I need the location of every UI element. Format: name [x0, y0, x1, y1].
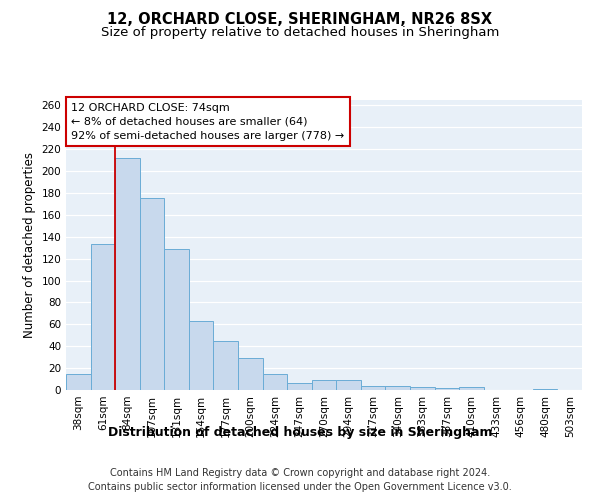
- Bar: [263, 374, 287, 390]
- Bar: [189, 321, 214, 390]
- Y-axis label: Number of detached properties: Number of detached properties: [23, 152, 36, 338]
- Text: Distribution of detached houses by size in Sheringham: Distribution of detached houses by size …: [108, 426, 492, 439]
- Bar: [361, 386, 385, 390]
- Bar: [336, 380, 361, 390]
- Bar: [115, 158, 140, 390]
- Text: 12, ORCHARD CLOSE, SHERINGHAM, NR26 8SX: 12, ORCHARD CLOSE, SHERINGHAM, NR26 8SX: [107, 12, 493, 28]
- Bar: [164, 249, 189, 390]
- Bar: [533, 389, 557, 390]
- Bar: [434, 388, 459, 390]
- Text: Size of property relative to detached houses in Sheringham: Size of property relative to detached ho…: [101, 26, 499, 39]
- Bar: [66, 374, 91, 390]
- Bar: [91, 244, 115, 390]
- Bar: [140, 198, 164, 390]
- Bar: [214, 341, 238, 390]
- Text: Contains HM Land Registry data © Crown copyright and database right 2024.: Contains HM Land Registry data © Crown c…: [110, 468, 490, 477]
- Text: 12 ORCHARD CLOSE: 74sqm
← 8% of detached houses are smaller (64)
92% of semi-det: 12 ORCHARD CLOSE: 74sqm ← 8% of detached…: [71, 103, 344, 141]
- Bar: [287, 384, 312, 390]
- Bar: [385, 386, 410, 390]
- Bar: [459, 386, 484, 390]
- Bar: [312, 380, 336, 390]
- Text: Contains public sector information licensed under the Open Government Licence v3: Contains public sector information licen…: [88, 482, 512, 492]
- Bar: [410, 386, 434, 390]
- Bar: [238, 358, 263, 390]
